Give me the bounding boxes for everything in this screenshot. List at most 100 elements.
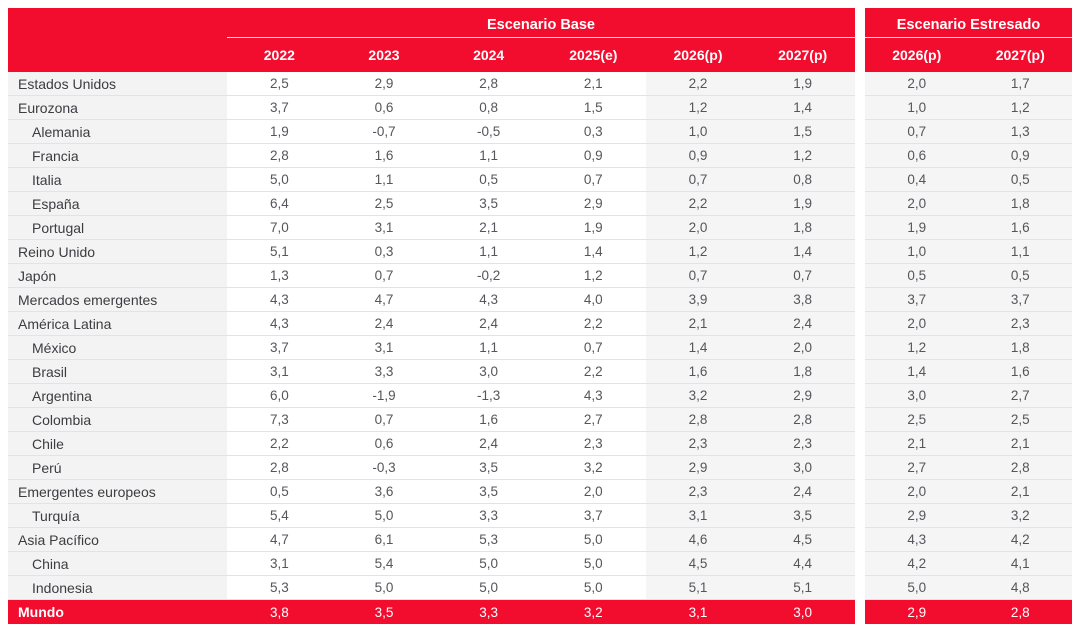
- stressed-value-cell: 2,7: [968, 384, 1072, 407]
- row-label: China: [8, 552, 227, 575]
- row-label: Eurozona: [8, 96, 227, 119]
- row-label: América Latina: [8, 312, 227, 335]
- base-value-cell: 4,4: [750, 552, 855, 575]
- base-value-cell: 5,1: [269, 244, 289, 259]
- base-value-cell: 3,3: [479, 508, 499, 523]
- base-value-cell: 2,5: [269, 76, 289, 91]
- table-row: Japón 1,3 0,7 -0,2 1,2 0,7 0,7: [8, 264, 855, 288]
- base-value-cell: 3,1: [374, 220, 394, 235]
- table-row-stressed: 1,2 1,8: [865, 336, 1072, 360]
- base-value-cell: 1,1: [479, 244, 499, 259]
- base-value-cell: 0,7: [374, 412, 394, 427]
- base-value-cell: 2,2: [583, 364, 603, 379]
- base-value-cell: 4,7: [374, 292, 394, 307]
- table-row: España 6,4 2,5 3,5 2,9 2,2 1,9: [8, 192, 855, 216]
- table-row-stressed: 2,0 1,7: [865, 72, 1072, 96]
- base-value-cell: 3,9: [645, 288, 751, 311]
- stressed-value-cell: 1,6: [968, 360, 1072, 383]
- base-value-cell: 2,3: [750, 432, 855, 455]
- base-value-cell: 2,4: [750, 312, 855, 335]
- base-value-cell: 2,3: [583, 436, 603, 451]
- base-value-cell: 5,0: [374, 508, 394, 523]
- stressed-value-cell: 2,3: [968, 312, 1072, 335]
- stressed-value-cell: 2,9: [907, 604, 927, 620]
- base-value-cell: 0,3: [583, 124, 603, 139]
- base-value-cell: 2,4: [479, 436, 499, 451]
- base-value-cell: 5,1: [750, 576, 855, 599]
- base-value-cell: 5,0: [374, 580, 394, 595]
- table-row-stressed: 0,6 0,9: [865, 144, 1072, 168]
- base-value-cell: 1,2: [645, 240, 751, 263]
- stressed-value-cell: 2,5: [968, 408, 1072, 431]
- base-value-cell: 1,6: [479, 412, 499, 427]
- stressed-value-cell: 4,8: [968, 576, 1072, 599]
- stressed-value-cell: 1,4: [865, 360, 969, 383]
- base-value-cell: 4,3: [479, 292, 499, 307]
- base-value-cell: 2,3: [645, 480, 751, 503]
- table-row: Reino Unido 5,1 0,3 1,1 1,4 1,2 1,4: [8, 240, 855, 264]
- table-row: Indonesia 5,3 5,0 5,0 5,0 5,1 5,1: [8, 576, 855, 600]
- table-row: Brasil 3,1 3,3 3,0 2,2 1,6 1,8: [8, 360, 855, 384]
- table-row-stressed: 0,5 0,5: [865, 264, 1072, 288]
- base-value-cell: 2,4: [750, 480, 855, 503]
- base-value-cell: 3,7: [583, 508, 603, 523]
- base-value-cell: 1,1: [479, 340, 499, 355]
- base-value-cell: 4,3: [583, 388, 603, 403]
- base-value-cell: 7,0: [269, 220, 289, 235]
- base-value-cell: 0,7: [645, 168, 751, 191]
- base-value-cell: 2,4: [374, 316, 394, 331]
- header-corner-spacer: [8, 8, 227, 38]
- base-value-cell: 2,8: [479, 76, 499, 91]
- base-value-cell: 1,8: [750, 360, 855, 383]
- row-label: Francia: [8, 144, 227, 167]
- base-value-cell: 6,1: [374, 532, 394, 547]
- stressed-value-cell: 4,2: [968, 528, 1072, 551]
- base-value-cell: 5,0: [479, 556, 499, 571]
- stressed-scenario-title: Escenario Estresado: [865, 8, 1072, 38]
- base-value-cell: 5,1: [645, 576, 751, 599]
- column-header-2022: 2022: [263, 47, 295, 63]
- row-label: Estados Unidos: [8, 72, 227, 95]
- base-value-cell: 1,9: [750, 192, 855, 215]
- base-value-cell: 4,5: [645, 552, 751, 575]
- base-value-cell: 3,8: [269, 604, 289, 620]
- row-label: Perú: [8, 456, 227, 479]
- base-value-cell: 2,2: [583, 316, 603, 331]
- base-value-cell: 3,6: [374, 484, 394, 499]
- table-row: Turquía 5,4 5,0 3,3 3,7 3,1 3,5: [8, 504, 855, 528]
- base-value-cell: 0,7: [374, 268, 394, 283]
- base-value-cell: 3,1: [688, 604, 708, 620]
- base-value-cell: 0,9: [583, 148, 603, 163]
- base-value-cell: 4,3: [269, 292, 289, 307]
- table-row: Mundo 3,8 3,5 3,3 3,2 3,1 3,0: [8, 600, 855, 624]
- row-label: Brasil: [8, 360, 227, 383]
- base-value-cell: 2,5: [374, 196, 394, 211]
- base-value-cell: 2,0: [583, 484, 603, 499]
- base-value-cell: 3,2: [583, 460, 603, 475]
- table-row: Italia 5,0 1,1 0,5 0,7 0,7 0,8: [8, 168, 855, 192]
- stressed-value-cell: 2,1: [968, 480, 1072, 503]
- base-scenario-panel: Escenario Base 2022 2023 2024 2025(e) 20…: [8, 8, 855, 624]
- base-value-cell: 1,9: [750, 72, 855, 95]
- base-value-cell: 0,9: [645, 144, 751, 167]
- row-label: Chile: [8, 432, 227, 455]
- base-years-row: 2022 2023 2024 2025(e) 2026(p) 2027(p): [8, 38, 855, 72]
- base-value-cell: 0,5: [479, 172, 499, 187]
- stressed-value-cell: 0,6: [865, 144, 969, 167]
- base-value-cell: 3,3: [479, 604, 499, 620]
- base-value-cell: 2,8: [269, 460, 289, 475]
- base-value-cell: 2,9: [583, 196, 603, 211]
- base-value-cell: 5,4: [374, 556, 394, 571]
- base-value-cell: 0,7: [645, 264, 751, 287]
- row-label: Reino Unido: [8, 240, 227, 263]
- stressed-value-cell: 2,8: [1010, 604, 1030, 620]
- base-title-row: Escenario Base: [8, 8, 855, 38]
- table-row: Estados Unidos 2,5 2,9 2,8 2,1 2,2 1,9: [8, 72, 855, 96]
- base-value-cell: 2,2: [645, 192, 751, 215]
- scenario-table: Escenario Base 2022 2023 2024 2025(e) 20…: [8, 8, 1072, 624]
- base-value-cell: 2,8: [645, 408, 751, 431]
- base-scenario-title: Escenario Base: [227, 8, 855, 38]
- stressed-value-cell: 1,8: [968, 192, 1072, 215]
- stressed-value-cell: 2,0: [865, 312, 969, 335]
- base-value-cell: 1,6: [645, 360, 751, 383]
